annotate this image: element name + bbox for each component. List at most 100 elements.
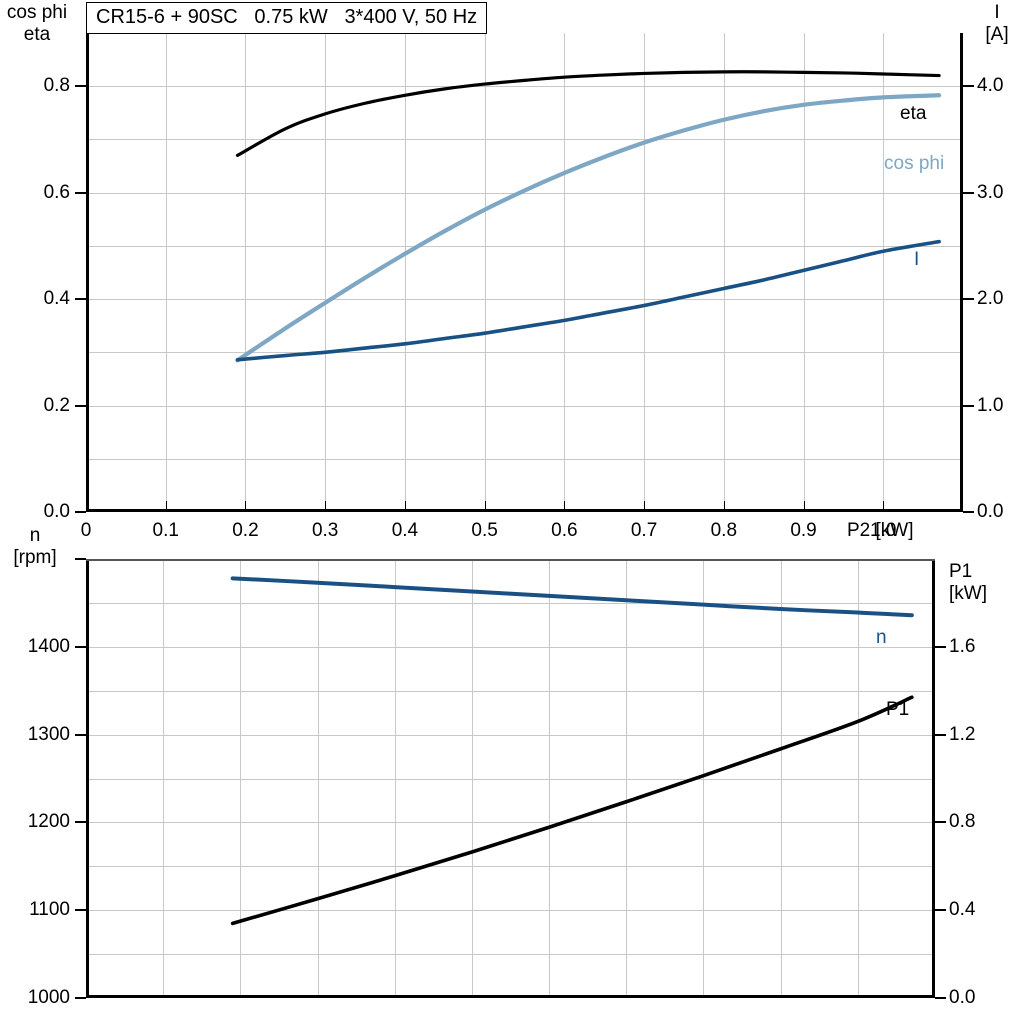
- y2-axis-tick-mark: [935, 645, 946, 648]
- plot-left-border: [86, 33, 89, 512]
- gridline-horizontal: [86, 954, 935, 955]
- x-axis-tick-mark: [166, 501, 167, 511]
- gridline-vertical: [472, 559, 473, 998]
- x-axis-tick-mark: [644, 501, 645, 511]
- curve-label-speed: n: [876, 627, 887, 648]
- y2-axis-tick-mark: [935, 821, 946, 824]
- curve-speed: [230, 576, 914, 618]
- y2-axis-tick-mark: [963, 298, 974, 301]
- gridline-horizontal: [86, 193, 963, 194]
- top-right-axis-title: I [A]: [969, 2, 1024, 46]
- y2-axis-tick-mark: [935, 733, 946, 736]
- bottom-right-axis-title: P1 [kW]: [949, 561, 1011, 605]
- gridline-horizontal: [86, 735, 935, 736]
- y2-axis-tick-mark: [935, 909, 946, 912]
- gridline-vertical: [549, 559, 550, 998]
- top-right-axis-title-line1: I: [994, 2, 1000, 23]
- gridline-vertical: [245, 33, 246, 512]
- x-axis-tick-label: 0.1: [152, 520, 179, 541]
- gridline-horizontal: [86, 691, 935, 692]
- y2-axis-tick-label: 1.2: [949, 723, 976, 745]
- curve-current: [235, 239, 941, 362]
- x-axis-tick-label: 0.9: [790, 520, 817, 541]
- plot-bottom-border: [86, 509, 963, 512]
- y-axis-tick-mark: [75, 909, 86, 912]
- gridline-horizontal: [86, 86, 963, 87]
- curve-label-power-input: P1: [886, 699, 910, 720]
- y-axis-tick-mark: [75, 645, 86, 648]
- curve-power-input: [230, 695, 914, 926]
- gridline-vertical: [644, 33, 645, 512]
- plot-bottom-border: [86, 995, 935, 998]
- y-axis-tick-mark: [75, 733, 86, 736]
- bottom-left-axis-title-line2: [rpm]: [13, 546, 57, 568]
- y2-axis-tick-label: 1.6: [949, 635, 976, 657]
- y2-axis-tick-label: 3.0: [977, 181, 1004, 203]
- curve-label-eta: eta: [900, 103, 927, 124]
- gridline-horizontal: [86, 779, 935, 780]
- bottom-right-axis-title-line1: P1: [949, 561, 973, 582]
- gridline-horizontal: [86, 822, 935, 823]
- x-axis-tick-label: 0.4: [391, 520, 419, 541]
- y2-axis-tick-label: 4.0: [977, 75, 1004, 97]
- y-axis-tick-mark: [75, 997, 86, 999]
- x-axis-tick-mark: [325, 501, 326, 511]
- x-axis-tick-mark: [804, 501, 805, 511]
- gridline-vertical: [166, 33, 167, 512]
- plot-left-border: [86, 559, 89, 998]
- top-left-axis-title-line1: cos phi: [6, 2, 68, 23]
- y-axis-tick-mark: [75, 85, 86, 88]
- curve-label-current: I: [914, 249, 920, 270]
- plot-right-border: [932, 559, 935, 998]
- y2-axis-tick-label: 0.8: [949, 811, 976, 833]
- curve-label-cos-phi: cos phi: [884, 153, 945, 174]
- gridline-vertical: [703, 559, 704, 998]
- gridline-horizontal: [86, 299, 963, 300]
- x-axis-tick-label: 0.5: [471, 520, 498, 541]
- y-axis-tick-label: 1200: [27, 811, 70, 833]
- y2-axis-tick-mark: [963, 191, 974, 194]
- gridline-horizontal: [86, 406, 963, 407]
- y-axis-tick-label: 0.0: [43, 501, 70, 522]
- x-axis-tick-label: 0.7: [630, 520, 658, 541]
- top-right-axis-title-line2: [A]: [985, 23, 1009, 45]
- x-axis-tick-mark: [564, 501, 565, 511]
- y-axis-tick-label: 1400: [27, 635, 70, 657]
- x-axis-tick-label: 0.2: [232, 520, 259, 541]
- gridline-vertical: [485, 33, 486, 512]
- y2-axis-tick-label: 0.0: [977, 501, 1004, 522]
- x-axis-tick-mark: [86, 501, 87, 511]
- gridline-horizontal: [86, 647, 935, 648]
- plot-top-border: [86, 559, 935, 561]
- gridline-horizontal: [86, 139, 963, 140]
- gridline-vertical: [163, 559, 164, 998]
- x-axis-tick-label: 0: [80, 520, 92, 541]
- top-left-axis-title: cos phi eta: [0, 2, 74, 46]
- bottom-left-axis-title: n [rpm]: [0, 525, 70, 569]
- curves-layer: [230, 576, 914, 926]
- y-axis-tick-mark: [75, 191, 86, 194]
- curve-cos-phi: [235, 93, 942, 363]
- gridline-vertical: [318, 559, 319, 998]
- gridline-horizontal: [86, 459, 963, 460]
- y-axis-tick-label: 0.4: [43, 288, 70, 310]
- gridline-vertical: [724, 33, 725, 512]
- gridline-horizontal: [86, 352, 963, 353]
- bottom-left-axis-title-line1: n: [29, 525, 41, 546]
- gridline-vertical: [325, 33, 326, 512]
- gridline-horizontal: [86, 603, 935, 604]
- top-x-axis-title: P2 [kW]: [847, 520, 914, 541]
- gridline-vertical: [564, 33, 565, 512]
- gridline-horizontal: [86, 910, 935, 911]
- y-axis-tick-label: 1000: [27, 987, 70, 1008]
- y-axis-tick-label: 1100: [29, 899, 70, 921]
- gridline-horizontal: [86, 866, 935, 867]
- y-axis-tick-mark: [75, 298, 86, 301]
- gridline-vertical: [240, 559, 241, 998]
- x-axis-tick-label: 0.8: [710, 520, 738, 541]
- gridline-vertical: [804, 33, 805, 512]
- x-axis-tick-mark: [245, 501, 246, 511]
- x-axis-tick-label: 0.6: [551, 520, 578, 541]
- plot-right-border: [960, 33, 963, 512]
- y2-axis-tick-mark: [963, 404, 974, 407]
